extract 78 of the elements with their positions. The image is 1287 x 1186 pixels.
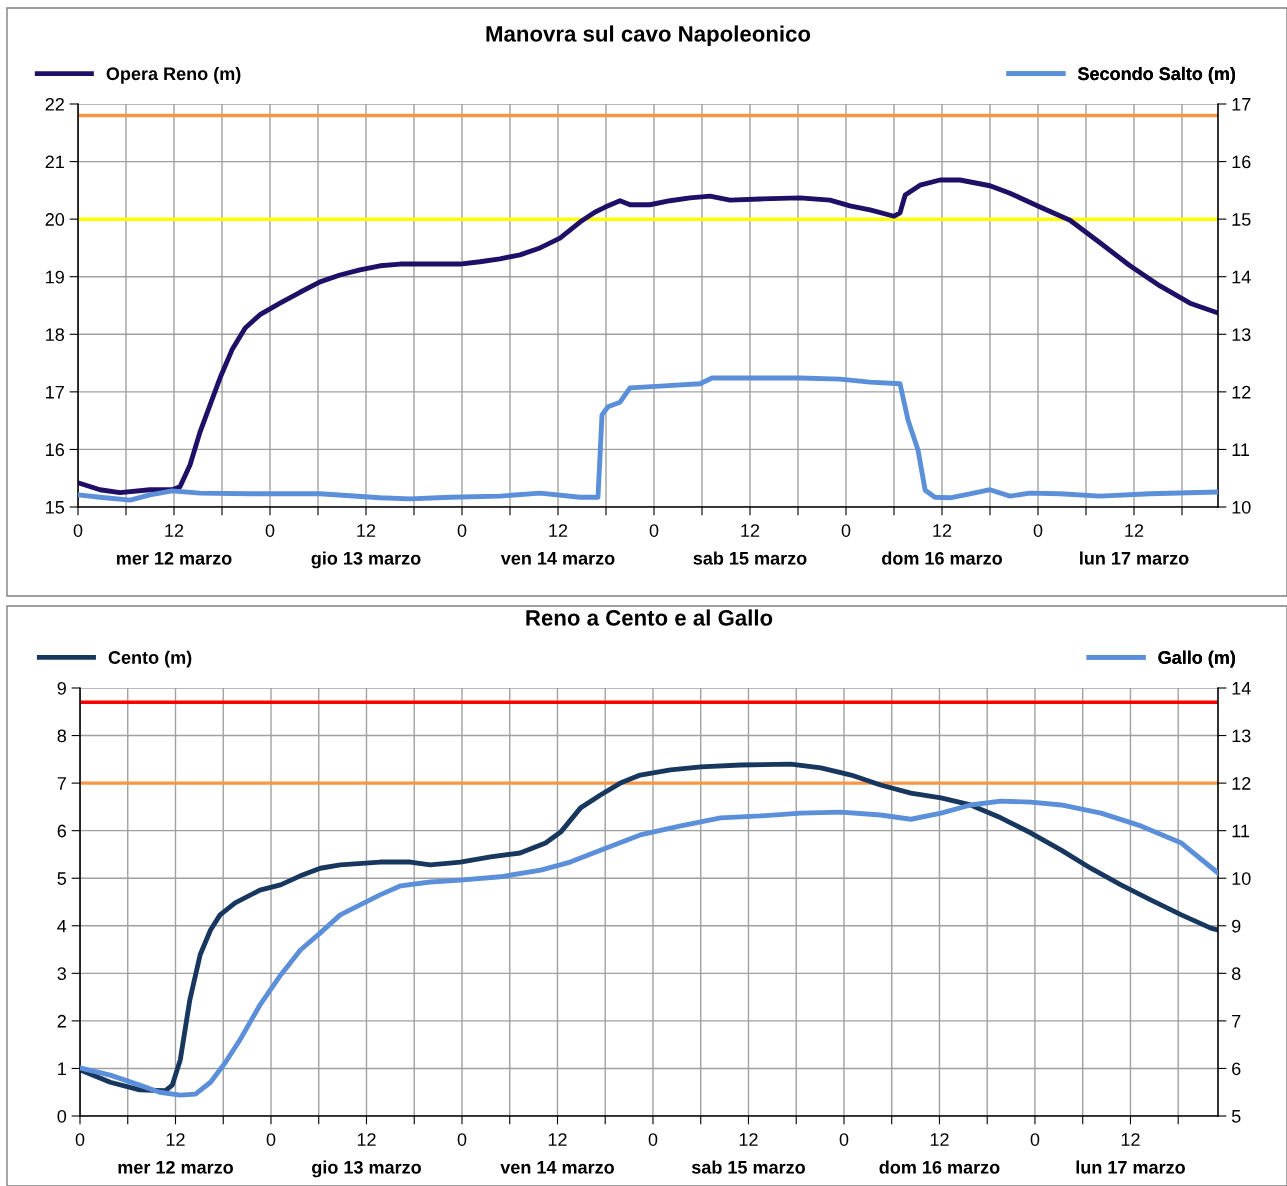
x-tick-label: 12 xyxy=(548,1133,567,1146)
x-tick-label: 12 xyxy=(933,524,952,537)
y-tick-label: 16 xyxy=(46,443,65,457)
y2-tick-label: 5 xyxy=(1231,1110,1241,1123)
x2-tick-label: dom 16 marzo xyxy=(882,551,1002,565)
y-tick-label: 20 xyxy=(45,213,65,226)
x2-tick-label: dom 16 marzo xyxy=(879,1160,1000,1174)
y-tick-label: 2 xyxy=(57,1014,66,1028)
y2-tick-label: 17 xyxy=(1232,98,1251,111)
y-tick-label: 15 xyxy=(46,501,65,514)
y2-tick-label: 13 xyxy=(1232,729,1251,743)
y2-tick-label: 16 xyxy=(1232,155,1251,169)
x-tick-label: 0 xyxy=(839,1133,849,1146)
x2-tick-label: mer 12 marzo xyxy=(118,1160,233,1174)
x-tick-label: 12 xyxy=(166,1133,185,1146)
y2-tick-label: 9 xyxy=(1232,919,1241,933)
x-tick-label: 0 xyxy=(457,1133,467,1146)
x-tick-label: 12 xyxy=(165,524,184,537)
x-tick-label: 0 xyxy=(265,524,275,537)
x2-tick-label: lun 17 marzo xyxy=(1080,551,1189,565)
y2-tick-label: 15 xyxy=(1232,213,1251,226)
x2-tick-label: lun 17 marzo xyxy=(1076,1160,1185,1174)
y-tick-label: 17 xyxy=(46,385,64,399)
y2-tick-label: 6 xyxy=(1232,1062,1241,1076)
y-tick-label: 6 xyxy=(57,824,67,838)
x2-tick-label: gio 13 marzo xyxy=(312,1160,421,1178)
y-tick-label: 22 xyxy=(45,97,64,111)
y2-tick-label: 12 xyxy=(1232,777,1251,790)
x2-tick-label: ven 14 marzo xyxy=(500,1161,614,1174)
x-tick-label: 0 xyxy=(73,524,83,537)
x-tick-label: 0 xyxy=(649,524,659,537)
y2-tick-label: 11 xyxy=(1232,824,1250,838)
y2-tick-label: 7 xyxy=(1232,1015,1241,1028)
y-tick-label: 19 xyxy=(46,270,64,284)
x-tick-label: 12 xyxy=(739,1133,758,1146)
y-tick-label: 0 xyxy=(57,1109,67,1123)
y-tick-label: 18 xyxy=(46,328,65,342)
y-tick-label: 9 xyxy=(57,681,66,695)
x2-tick-label: mer 12 marzo xyxy=(116,551,232,565)
x2-tick-label: sab 15 marzo xyxy=(693,551,807,565)
legend-label: Cento (m) xyxy=(108,650,192,668)
x2-tick-label: sab 15 marzo xyxy=(691,1160,805,1174)
y-tick-label: 4 xyxy=(57,919,67,933)
y2-tick-label: 13 xyxy=(1232,328,1251,342)
legend-label: Gallo (m) xyxy=(1158,650,1235,668)
x-tick-label: 0 xyxy=(457,524,467,537)
legend-label: Opera Reno (m) xyxy=(106,66,241,84)
y-tick-label: 1 xyxy=(58,1062,66,1075)
legend-label: Secondo Salto (m) xyxy=(1077,66,1236,84)
x-tick-label: 0 xyxy=(75,1133,85,1146)
y-tick-label: 3 xyxy=(57,967,67,981)
y-tick-label: 8 xyxy=(57,729,67,743)
y-tick-label: 7 xyxy=(57,777,66,790)
x-tick-label: 0 xyxy=(1033,524,1043,537)
y2-tick-label: 11 xyxy=(1232,443,1250,456)
x-tick-label: 12 xyxy=(549,524,568,537)
x-tick-label: 0 xyxy=(648,1133,658,1146)
x-tick-label: 0 xyxy=(1030,1133,1040,1146)
x-tick-label: 12 xyxy=(930,1133,949,1146)
y2-tick-label: 14 xyxy=(1232,270,1251,284)
chart-title: Manovra sul cavo Napoleonico xyxy=(486,25,811,47)
x2-tick-label: gio 13 marzo xyxy=(311,551,421,569)
x-tick-label: 0 xyxy=(266,1133,276,1146)
x-tick-label: 12 xyxy=(741,524,760,537)
y-tick-label: 21 xyxy=(45,155,64,169)
x-tick-label: 12 xyxy=(1125,524,1144,537)
y2-tick-label: 12 xyxy=(1232,385,1251,399)
x-tick-label: 0 xyxy=(841,524,851,537)
x2-tick-label: ven 14 marzo xyxy=(500,552,615,565)
chart-title: Reno a Cento e al Gallo xyxy=(526,609,773,626)
y-tick-label: 5 xyxy=(57,872,67,885)
y2-tick-label: 10 xyxy=(1232,500,1251,514)
x-tick-label: 12 xyxy=(1121,1133,1140,1146)
x-tick-label: 12 xyxy=(357,1133,376,1146)
y2-tick-label: 8 xyxy=(1231,967,1241,981)
y2-tick-label: 14 xyxy=(1232,682,1251,695)
x-tick-label: 12 xyxy=(357,524,376,537)
y2-tick-label: 10 xyxy=(1232,872,1251,885)
